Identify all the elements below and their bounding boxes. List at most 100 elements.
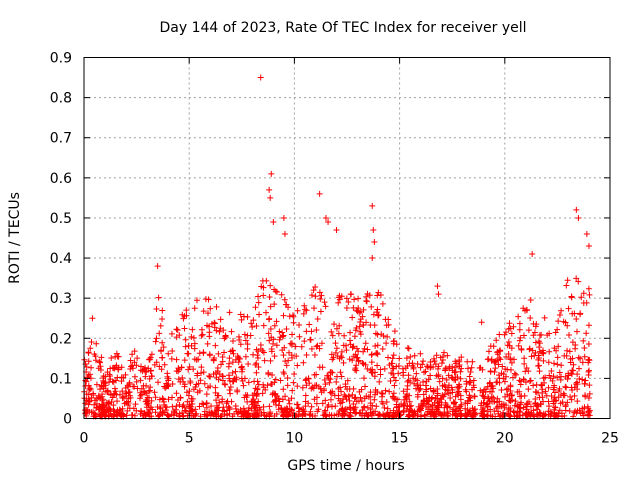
data-point [263,412,270,419]
data-point [572,345,579,352]
data-point [93,381,100,388]
data-point [109,364,116,371]
data-point [188,407,195,414]
data-point [182,343,189,350]
data-point [255,293,262,300]
data-point [541,314,548,321]
data-point [517,334,524,341]
data-point [375,312,382,319]
data-point [328,351,335,358]
data-point [267,194,274,201]
data-point [555,410,562,417]
data-point [466,373,473,380]
data-point [451,369,458,376]
data-point [109,394,116,401]
data-point [516,377,523,384]
data-point [433,352,440,359]
data-point [161,409,168,416]
data-point [542,388,549,395]
data-point [141,364,148,371]
data-point [489,383,496,390]
data-point [401,396,408,403]
data-point [501,404,508,411]
data-point [84,374,91,381]
data-point [237,341,244,348]
data-point [457,375,464,382]
data-point [193,381,200,388]
data-point [575,354,582,361]
data-point [310,287,317,294]
data-point [160,396,167,403]
data-point [219,354,226,361]
data-point [449,411,456,418]
data-point [466,379,473,386]
data-point [272,288,279,295]
data-point [445,372,452,379]
data-point [273,318,280,325]
data-point [85,349,92,356]
data-point [313,343,320,350]
data-point [374,350,381,357]
data-point [381,412,388,419]
data-point [149,406,156,413]
data-point [512,371,519,378]
data-point [567,393,574,400]
data-point [409,360,416,367]
data-point [443,376,450,383]
data-point [152,394,159,401]
data-point [116,406,123,413]
data-point [346,404,353,411]
data-point [536,340,543,347]
data-point [493,405,500,412]
data-point [356,409,363,416]
data-point [478,319,485,326]
data-point [318,340,325,347]
data-point [400,388,407,395]
data-point [533,381,540,388]
data-point [378,390,385,397]
data-point [185,342,192,349]
data-point [351,395,358,402]
data-point [282,412,289,419]
data-point [101,380,108,387]
data-point [273,342,280,349]
data-point [361,375,368,382]
data-point [556,407,563,414]
data-point [310,305,317,312]
data-point [492,365,499,372]
data-point [369,202,376,209]
data-point [113,350,120,357]
data-point [483,401,490,408]
data-point [244,313,251,320]
data-point [87,345,94,352]
data-point [313,326,320,333]
data-point [423,378,430,385]
data-point [322,214,329,221]
data-point [328,412,335,419]
data-point [581,380,588,387]
data-point [264,382,271,389]
data-point [256,404,263,411]
data-point [185,366,192,373]
data-point [292,343,299,350]
data-point [180,315,187,322]
data-point [392,377,399,384]
data-point [271,353,278,360]
data-point [208,409,215,416]
data-point [271,301,278,308]
data-point [213,303,220,310]
data-point [503,353,510,360]
data-point [496,331,503,338]
data-point [156,404,163,411]
data-point [267,357,274,364]
data-point [444,387,451,394]
data-point [147,384,154,391]
data-point [142,412,149,419]
data-point [276,328,283,335]
data-point [273,401,280,408]
data-point [579,376,586,383]
data-point [265,371,272,378]
data-point [557,400,564,407]
data-point [212,342,219,349]
data-point [333,226,340,233]
